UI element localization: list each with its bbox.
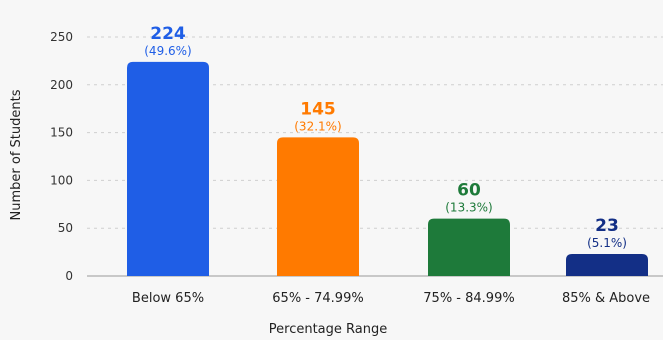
data-labels: 224(49.6%) 145(32.1%) 60(13.3%) 23(5.1%) [144, 24, 627, 250]
value-label: 23 [595, 216, 619, 236]
y-tick-label: 100 [50, 173, 73, 187]
x-tick-label: 75% - 84.99% [423, 291, 514, 306]
bar [566, 254, 648, 276]
y-tick-label: 0 [65, 269, 73, 283]
bars [127, 61, 648, 276]
x-tick-label: Below 65% [132, 291, 204, 306]
percent-label: (32.1%) [294, 119, 341, 133]
bar [127, 61, 209, 276]
percent-label: (13.3%) [445, 201, 492, 215]
value-label: 145 [300, 99, 336, 119]
value-label: 224 [150, 24, 186, 44]
bar [277, 137, 359, 276]
bar [428, 218, 510, 276]
y-tick-label: 50 [58, 221, 73, 235]
y-tick-label: 150 [50, 126, 73, 140]
x-axis-title: Percentage Range [269, 322, 387, 337]
y-axis-title: Number of Students [9, 89, 24, 220]
percent-label: (49.6%) [144, 44, 191, 58]
percent-label: (5.1%) [587, 236, 627, 250]
x-tick-labels: Below 65% 65% - 74.99% 75% - 84.99% 85% & A… [132, 291, 650, 306]
value-label: 60 [457, 181, 481, 201]
y-tick-labels: 0 50 100 150 200 250 [50, 30, 73, 283]
x-tick-label: 65% - 74.99% [272, 291, 363, 306]
y-tick-label: 250 [50, 30, 73, 44]
y-tick-label: 200 [50, 78, 73, 92]
gridlines [87, 36, 663, 229]
x-tick-label: 85% & Above [562, 291, 650, 306]
